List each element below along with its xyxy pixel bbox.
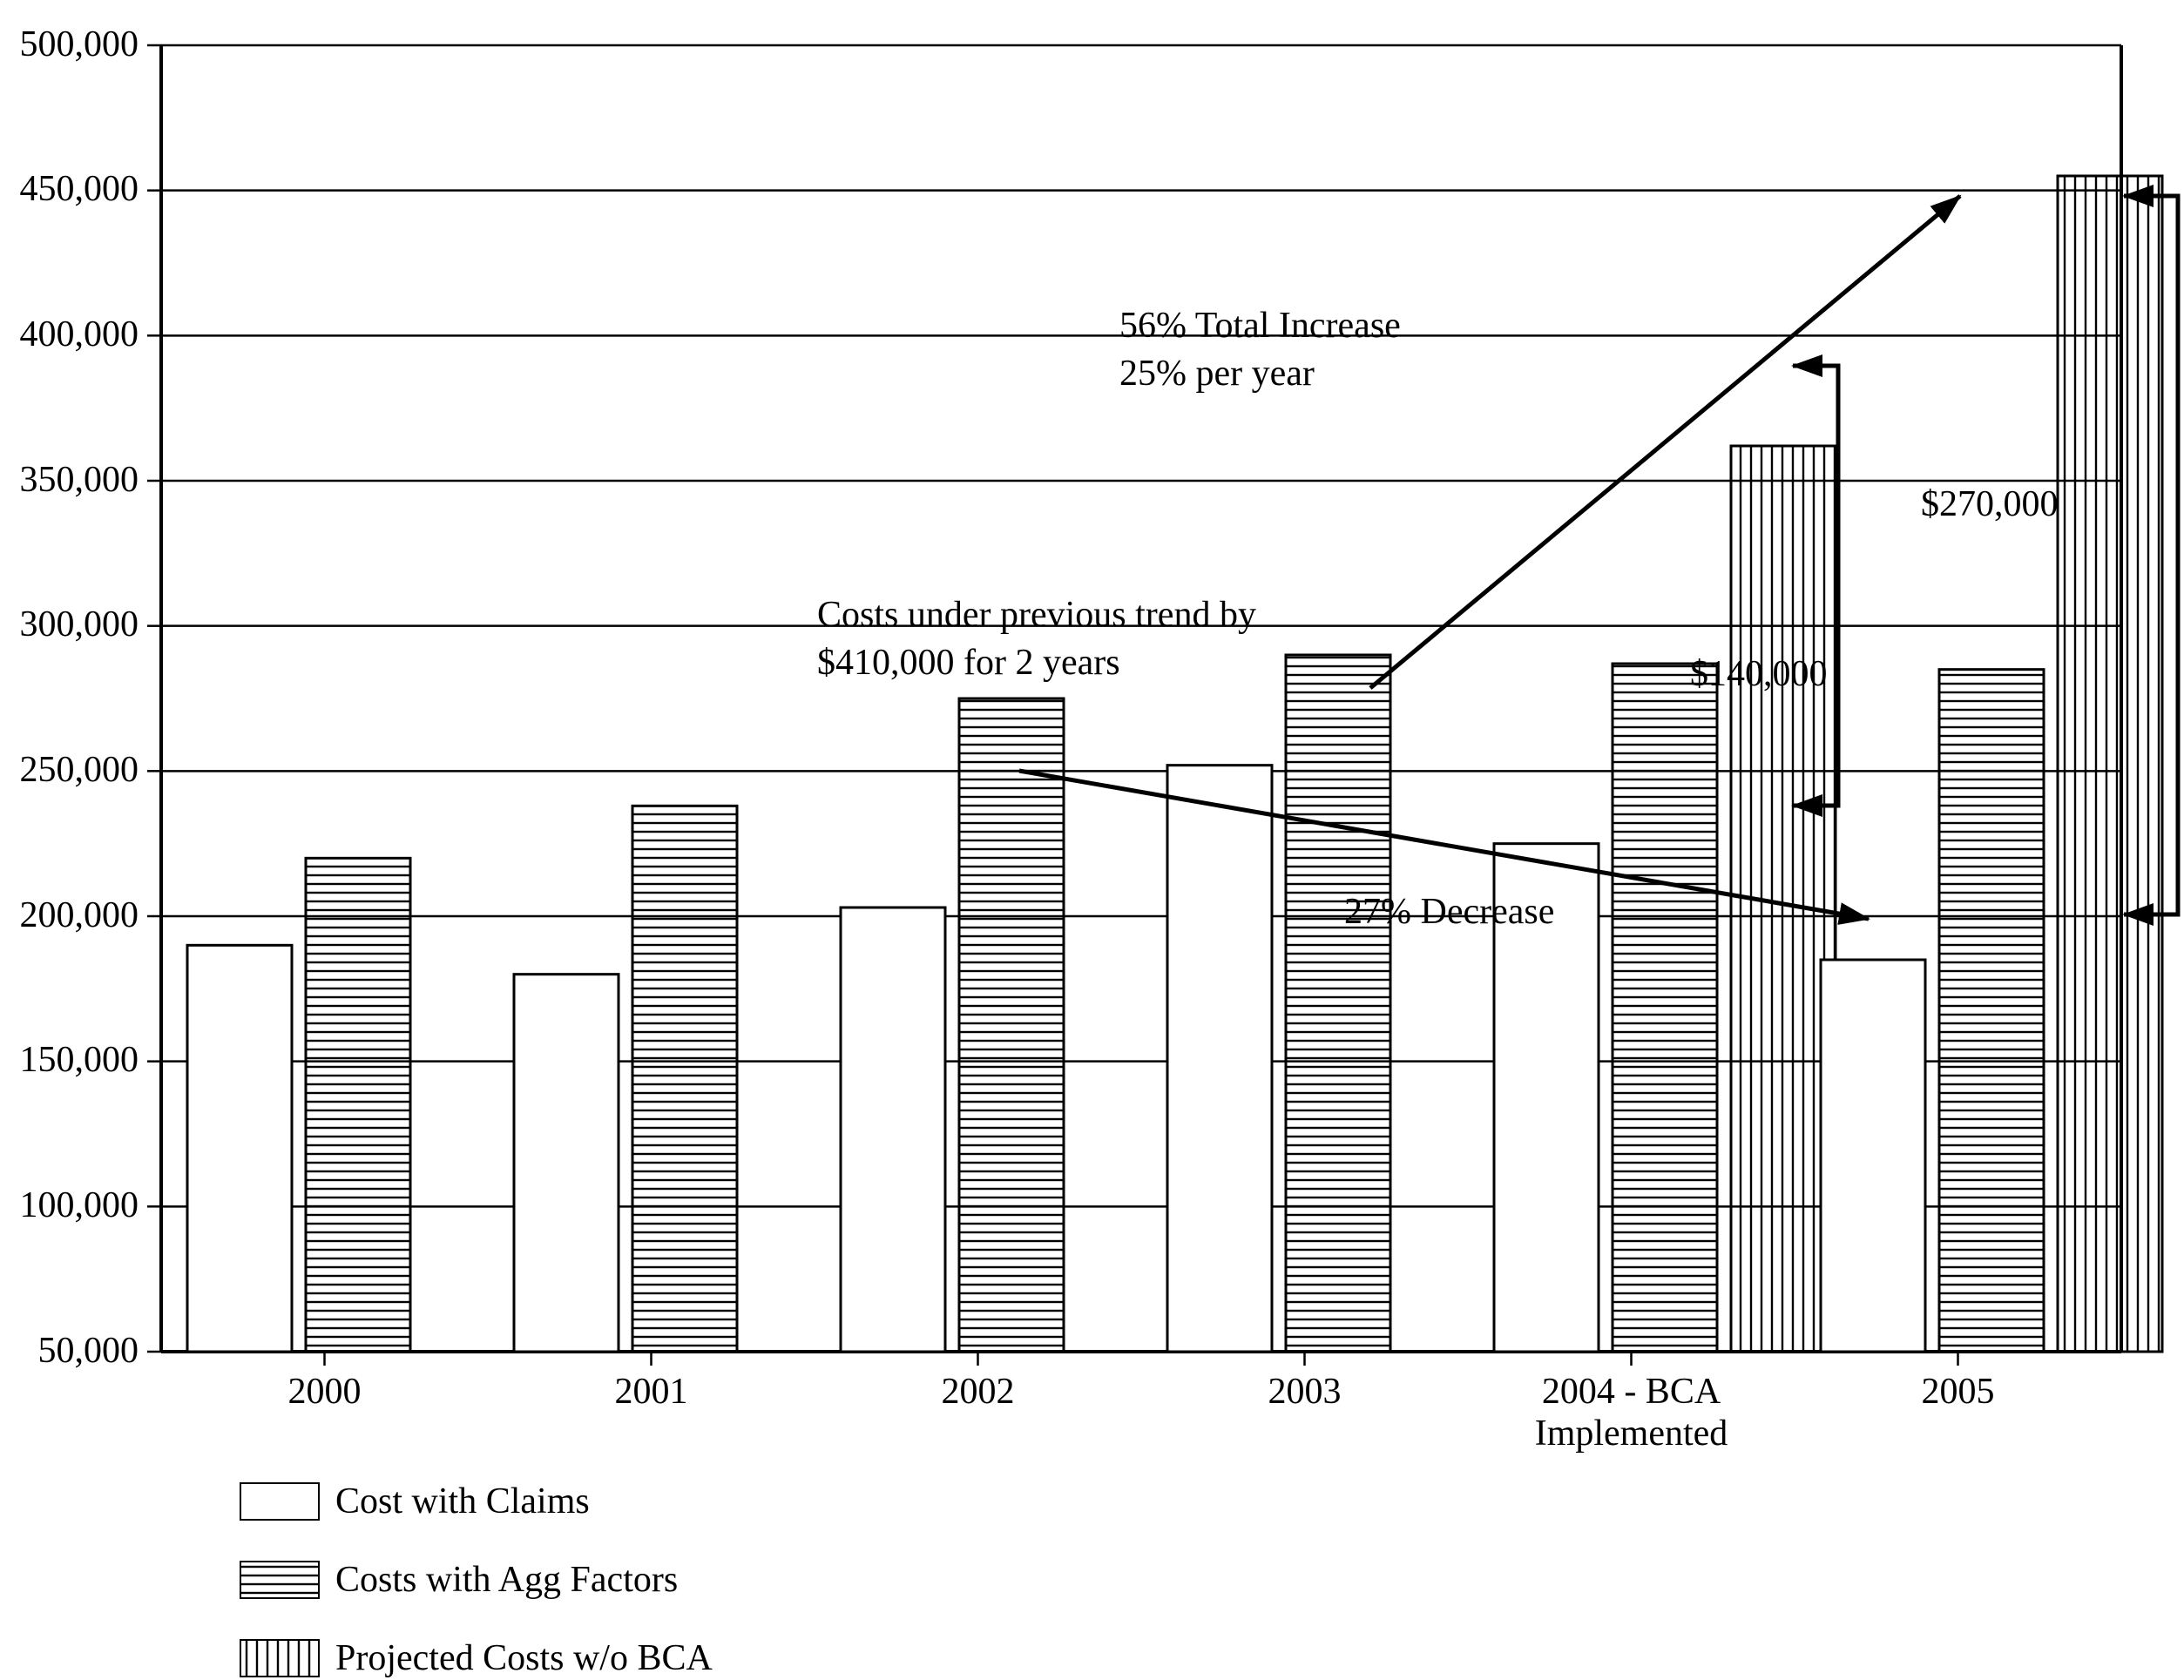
bar-cost_with_claims-0 bbox=[187, 945, 292, 1352]
x-tick-label: 2002 bbox=[815, 1371, 1141, 1413]
x-tick-label: 2001 bbox=[488, 1371, 815, 1413]
x-tick-label: 2004 - BCA Implemented bbox=[1468, 1371, 1795, 1454]
arrow-arrow-increase bbox=[1370, 196, 1960, 688]
legend-swatch bbox=[240, 1482, 320, 1521]
y-tick-label: 300,000 bbox=[20, 604, 139, 645]
annotation-val-140k: $140,000 bbox=[1690, 653, 1828, 695]
y-tick-label: 400,000 bbox=[20, 314, 139, 355]
y-tick-label: 350,000 bbox=[20, 459, 139, 501]
bar-projected_wo_bca-5 bbox=[2058, 176, 2162, 1352]
legend-label: Cost with Claims bbox=[335, 1481, 590, 1522]
x-tick-label: 2003 bbox=[1141, 1371, 1468, 1413]
bar-costs_agg_factors-3 bbox=[1286, 655, 1390, 1352]
bar-costs_agg_factors-0 bbox=[306, 858, 410, 1352]
y-tick-label: 500,000 bbox=[20, 24, 139, 65]
annotation-trend-line1: Costs under previous trend by bbox=[817, 594, 1256, 636]
bar-costs_agg_factors-5 bbox=[1939, 670, 2044, 1352]
bar-costs_agg_factors-1 bbox=[632, 806, 737, 1352]
y-tick-label: 200,000 bbox=[20, 894, 139, 936]
y-tick-label: 450,000 bbox=[20, 168, 139, 210]
annotation-increase-line1: 56% Total Increase bbox=[1119, 305, 1401, 347]
x-tick-label: 2000 bbox=[161, 1371, 488, 1413]
y-tick-label: 250,000 bbox=[20, 749, 139, 791]
annotation-val-270k: $270,000 bbox=[1921, 483, 2059, 525]
y-tick-label: 50,000 bbox=[38, 1330, 139, 1372]
bar-costs_agg_factors-2 bbox=[959, 698, 1064, 1352]
annotation-increase-line2: 25% per year bbox=[1119, 353, 1315, 395]
legend-label: Projected Costs w/o BCA bbox=[335, 1637, 713, 1679]
cost-chart: 50,000 100,000 150,000 200,000 250,000 300,00… bbox=[0, 0, 2184, 1666]
legend-swatch bbox=[240, 1561, 320, 1599]
legend-row-cost_with_claims: Cost with Claims bbox=[240, 1481, 590, 1522]
y-tick-label: 100,000 bbox=[20, 1184, 139, 1226]
legend-row-projected_wo_bca: Projected Costs w/o BCA bbox=[240, 1637, 713, 1679]
y-tick-label: 150,000 bbox=[20, 1039, 139, 1081]
legend-row-costs_agg_factors: Costs with Agg Factors bbox=[240, 1559, 678, 1601]
legend-label: Costs with Agg Factors bbox=[335, 1559, 678, 1601]
x-tick-label: 2005 bbox=[1795, 1371, 2121, 1413]
bar-cost_with_claims-5 bbox=[1821, 960, 1925, 1352]
legend-swatch bbox=[240, 1639, 320, 1677]
bar-cost_with_claims-2 bbox=[841, 907, 945, 1352]
annotation-decrease: 27% Decrease bbox=[1344, 891, 1554, 933]
bar-cost_with_claims-3 bbox=[1167, 766, 1272, 1352]
bar-cost_with_claims-1 bbox=[514, 975, 619, 1352]
bar-costs_agg_factors-4 bbox=[1613, 664, 1717, 1352]
annotation-trend-line2: $410,000 for 2 years bbox=[817, 642, 1120, 684]
